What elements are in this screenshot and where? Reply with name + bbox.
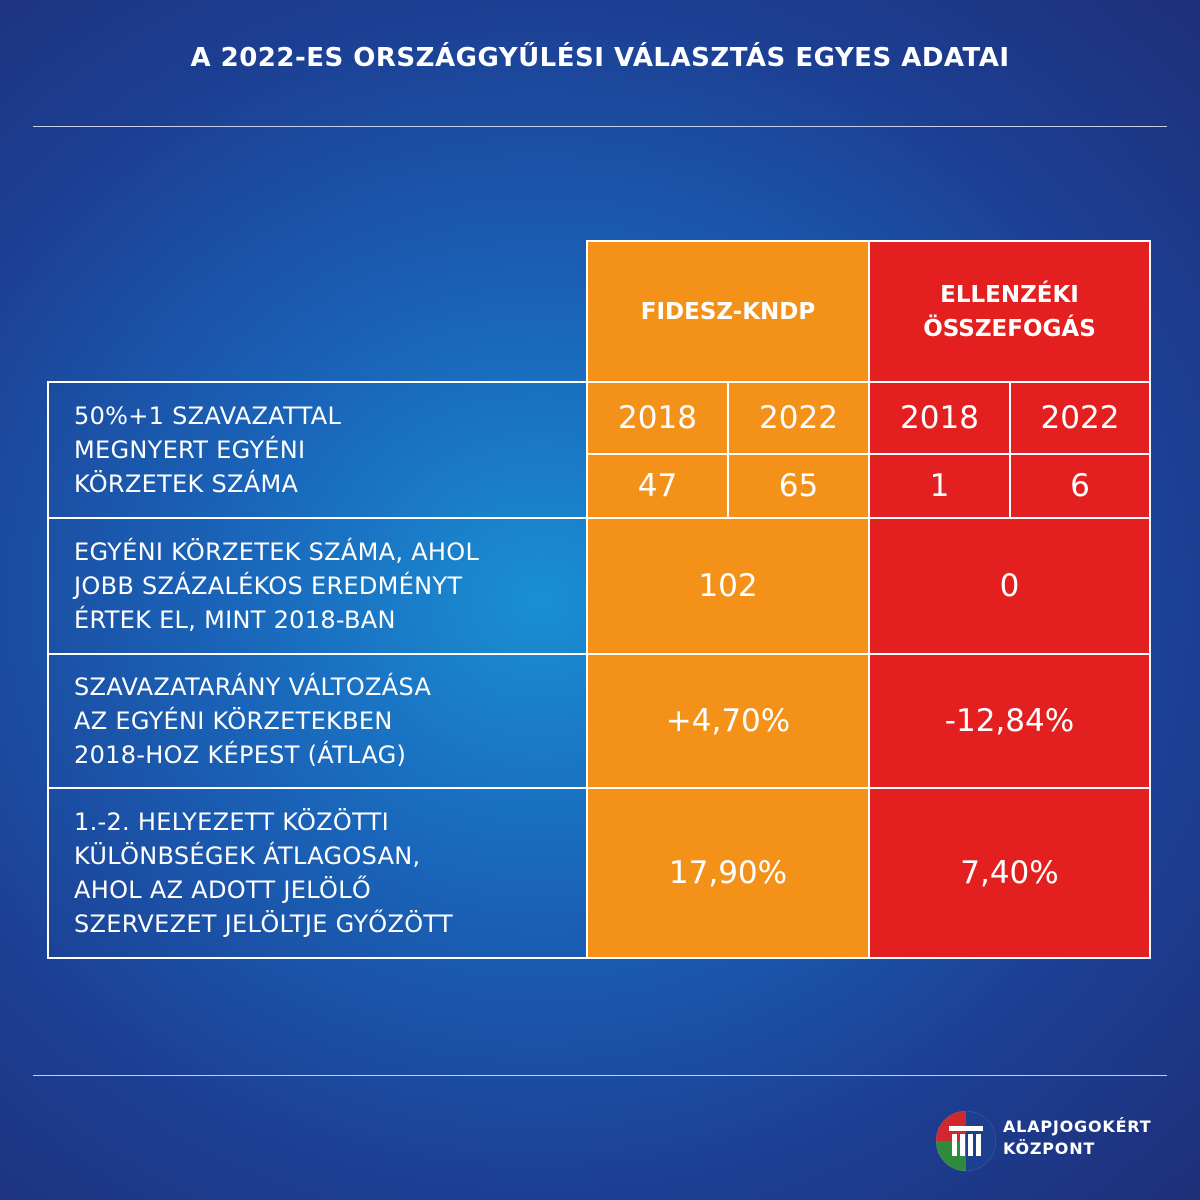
page-title: A 2022-ES ORSZÁGGYŰLÉSI VÁLASZTÁS EGYES … [190,43,1010,73]
grid-line [727,381,729,518]
row3-label-line: 2018-HOZ KÉPEST (ÁTLAG) [74,741,407,769]
row4-opposition-value: 7,40% [869,788,1150,958]
grid-line [48,957,1151,959]
grid-line [1009,381,1011,518]
row3-fidesz-value: +4,70% [587,654,869,788]
opposition-2018-value: 1 [869,454,1010,518]
logo: ALAPJOGOKÉRT KÖZPONT [935,1108,1165,1174]
row2-label: EGYÉNI KÖRZETEK SZÁMA, AHOL JOBB SZÁZALÉ… [48,518,587,654]
grid-line [48,517,1151,519]
top-divider [33,126,1167,127]
logo-text-line2: KÖZPONT [1003,1139,1096,1158]
row2-opposition-value: 0 [869,518,1150,654]
opposition-year-2022: 2022 [1010,382,1150,454]
row1-label-line: 50%+1 SZAVAZATTAL [74,402,342,430]
logo-emblem-icon [936,1111,996,1171]
grid-line [1149,240,1151,959]
row4-label-line: 1.-2. HELYEZETT KÖZÖTTI [74,808,389,836]
row2-label-line: JOBB SZÁZALÉKOS EREDMÉNYT [74,572,463,600]
row2-label-line: ÉRTEK EL, MINT 2018-BAN [74,606,396,634]
fidesz-2022-value: 65 [728,454,869,518]
row4-label-line: SZERVEZET JELÖLTJE GYŐZÖTT [74,910,453,938]
header-opposition-line2: ÖSSZEFOGÁS [923,315,1096,342]
grid-line [868,240,870,959]
header-opposition: ELLENZÉKI ÖSSZEFOGÁS [869,241,1150,382]
row3-opposition-value: -12,84% [869,654,1150,788]
fidesz-year-2022: 2022 [728,382,869,454]
logo-text: ALAPJOGOKÉRT KÖZPONT [1003,1116,1151,1160]
row3-label-line: SZAVAZATARÁNY VÁLTOZÁSA [74,673,432,701]
row2-label-line: EGYÉNI KÖRZETEK SZÁMA, AHOL [74,538,480,566]
row2-fidesz-value: 102 [587,518,869,654]
row1-label-line: KÖRZETEK SZÁMA [74,470,299,498]
fidesz-2018-value: 47 [587,454,728,518]
grid-line [47,381,49,959]
row3-label: SZAVAZATARÁNY VÁLTOZÁSA AZ EGYÉNI KÖRZET… [48,654,587,788]
grid-line [48,381,1151,383]
grid-line [48,787,1151,789]
logo-text-line1: ALAPJOGOKÉRT [1003,1117,1152,1136]
header-fidesz: FIDESZ-KNDP [587,241,869,382]
header-opposition-line1: ELLENZÉKI [940,281,1079,308]
fidesz-year-2018: 2018 [587,382,728,454]
grid-line [48,653,1151,655]
row3-label-line: AZ EGYÉNI KÖRZETEKBEN [74,707,393,735]
row1-label: 50%+1 SZAVAZATTAL MEGNYERT EGYÉNI KÖRZET… [48,382,587,518]
row4-label: 1.-2. HELYEZETT KÖZÖTTI KÜLÖNBSÉGEK ÁTLA… [48,788,587,958]
opposition-2022-value: 6 [1010,454,1150,518]
bottom-divider [33,1075,1167,1076]
row1-label-line: MEGNYERT EGYÉNI [74,436,306,464]
row4-label-line: AHOL AZ ADOTT JELÖLŐ [74,876,372,904]
row4-label-line: KÜLÖNBSÉGEK ÁTLAGOSAN, [74,842,421,870]
row4-fidesz-value: 17,90% [587,788,869,958]
header-fidesz-label: FIDESZ-KNDP [640,298,816,325]
opposition-year-2018: 2018 [869,382,1010,454]
grid-line [586,240,588,959]
